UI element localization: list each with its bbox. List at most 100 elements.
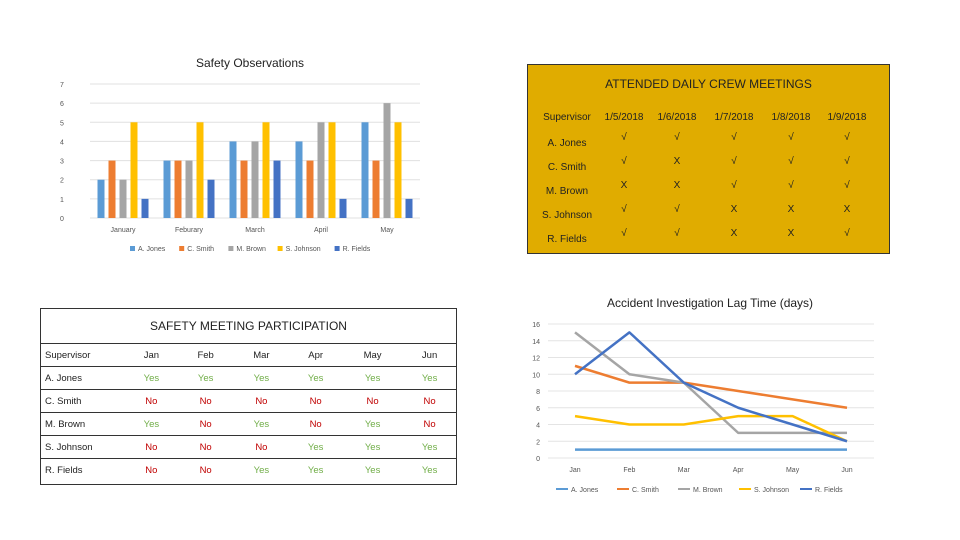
participation-row: S. Johnson No No No Yes Yes Yes <box>41 435 456 459</box>
line-y-tick-label: 12 <box>532 356 540 363</box>
participation-supervisor-cell: R. Fields <box>41 458 125 481</box>
crew-attendance-cell: √ <box>731 180 737 191</box>
line-legend-label: S. Johnson <box>754 487 789 494</box>
participation-header-cell: Jan <box>125 343 178 367</box>
crew-attendance-cell: √ <box>621 132 627 143</box>
crew-header-cell: 1/7/2018 <box>714 112 754 123</box>
bar <box>317 122 325 218</box>
bar-y-tick-label: 6 <box>60 101 64 108</box>
bar <box>372 160 380 218</box>
crew-attendance-cell: √ <box>788 180 794 191</box>
line-series <box>574 331 847 435</box>
participation-status-cell: Yes <box>342 412 404 436</box>
bar <box>394 122 402 218</box>
line-y-tick-label: 10 <box>532 372 540 379</box>
crew-attendance-cell: X <box>673 156 681 167</box>
participation-title: SAFETY MEETING PARTICIPATION <box>150 319 347 333</box>
crew-attendance-cell: X <box>730 204 738 215</box>
line-legend-label: R. Fields <box>815 487 843 494</box>
line-legend-label: C. Smith <box>632 487 659 494</box>
bar <box>174 160 182 218</box>
bar-legend-swatch <box>334 246 340 251</box>
bar <box>196 122 204 218</box>
bar <box>207 179 215 218</box>
crew-attendance-cell: √ <box>621 228 627 239</box>
line-x-tick-label: May <box>786 467 800 474</box>
participation-status-cell: Yes <box>177 366 234 390</box>
participation-header-cell: Jun <box>403 343 456 367</box>
bar-legend-label: S. Johnson <box>286 246 321 253</box>
line-y-tick-label: 6 <box>536 406 540 413</box>
line-x-tick-label: Jan <box>569 467 580 474</box>
bar-legend-label: M. Brown <box>236 246 266 253</box>
crew-supervisor-cell: S. Johnson <box>541 210 593 221</box>
participation-header-row: Supervisor Jan Feb Mar Apr May Jun <box>41 343 456 367</box>
bar-y-tick-label: 7 <box>60 82 64 89</box>
crew-attendance-cell: √ <box>674 132 680 143</box>
participation-status-cell: Yes <box>233 412 290 436</box>
crew-attendance-cell: X <box>843 204 851 215</box>
bar <box>339 198 347 218</box>
bar <box>229 141 237 218</box>
participation-supervisor-cell: C. Smith <box>41 389 125 413</box>
bar-x-tick-label: May <box>380 227 394 234</box>
crew-attendance-cell: √ <box>788 156 794 167</box>
bar <box>295 141 303 218</box>
line-y-tick-label: 2 <box>536 439 540 446</box>
participation-status-cell: Yes <box>233 458 290 481</box>
bar <box>251 141 259 218</box>
line-x-tick-label: Mar <box>678 467 691 474</box>
participation-row: R. Fields No No Yes Yes Yes Yes <box>41 458 456 481</box>
line-x-tick-label: Feb <box>623 467 635 474</box>
bar <box>273 160 281 218</box>
line-x-tick-label: Apr <box>733 467 745 474</box>
participation-status-cell: No <box>233 389 290 413</box>
participation-row: C. Smith No No No No No No <box>41 389 456 413</box>
participation-status-cell: No <box>177 435 234 459</box>
crew-header-cell: 1/5/2018 <box>604 112 644 123</box>
bar <box>240 160 248 218</box>
line-y-tick-label: 4 <box>536 423 540 430</box>
participation-header-cell: Feb <box>177 343 234 367</box>
participation-status-cell: Yes <box>125 412 178 436</box>
participation-status-cell: No <box>403 389 456 413</box>
bar-legend-swatch <box>228 246 234 251</box>
bar-legend-swatch <box>277 246 283 251</box>
crew-meetings-title: ATTENDED DAILY CREW MEETINGS <box>605 77 812 91</box>
participation-status-cell: Yes <box>403 435 456 459</box>
participation-row: A. Jones Yes Yes Yes Yes Yes Yes <box>41 366 456 390</box>
participation-status-cell: Yes <box>233 366 290 390</box>
crew-attendance-cell: √ <box>844 180 850 191</box>
crew-attendance-cell: √ <box>621 204 627 215</box>
participation-status-cell: Yes <box>289 458 343 481</box>
participation-supervisor-cell: S. Johnson <box>41 435 125 459</box>
participation-status-cell: No <box>177 458 234 481</box>
participation-status-cell: No <box>289 412 343 436</box>
crew-header-cell: 1/6/2018 <box>657 112 697 123</box>
participation-header-cell: Supervisor <box>41 343 125 367</box>
line-y-tick-label: 0 <box>536 456 540 463</box>
bar-y-tick-label: 2 <box>60 178 64 185</box>
bar <box>185 160 193 218</box>
participation-status-cell: Yes <box>289 435 343 459</box>
bar-x-tick-label: April <box>314 227 328 234</box>
bar-y-tick-label: 3 <box>60 159 64 166</box>
crew-attendance-cell: X <box>787 228 795 239</box>
bar-x-tick-label: March <box>245 227 265 234</box>
crew-attendance-cell: √ <box>621 156 627 167</box>
crew-meetings-panel: ATTENDED DAILY CREW MEETINGS <box>527 64 890 254</box>
participation-status-cell: No <box>177 412 234 436</box>
bar-legend-swatch <box>130 246 135 251</box>
participation-status-cell: No <box>289 389 343 413</box>
crew-supervisor-cell: C. Smith <box>547 162 587 173</box>
participation-status-cell: No <box>125 458 178 481</box>
participation-header-cell: Apr <box>289 343 343 367</box>
crew-attendance-cell: X <box>787 204 795 215</box>
line-legend-label: M. Brown <box>693 487 723 494</box>
bar-legend-swatch <box>179 246 185 251</box>
line-series <box>574 414 848 443</box>
bar-y-tick-label: 4 <box>60 139 64 146</box>
line-y-tick-label: 8 <box>536 389 540 396</box>
bar <box>97 179 105 218</box>
bar-y-tick-label: 5 <box>60 120 64 127</box>
